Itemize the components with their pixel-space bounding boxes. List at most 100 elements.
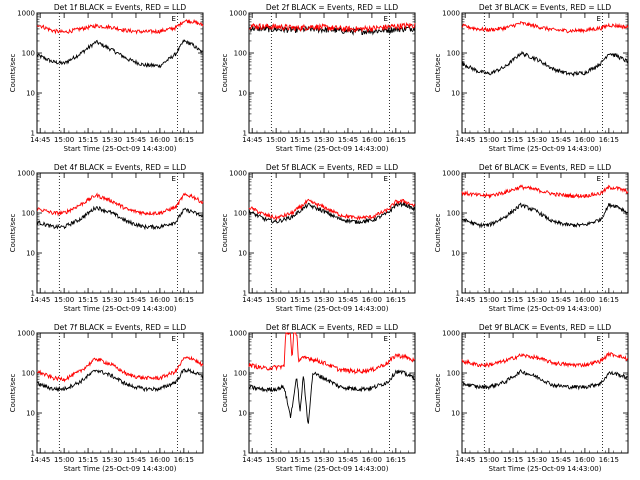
x-tick-label: 15:45	[338, 456, 358, 464]
y-tick-label: 1000	[442, 330, 460, 338]
x-tick-label: 14:45	[30, 296, 50, 304]
x-tick-label: 15:00	[54, 456, 74, 464]
x-tick-label: 16:15	[174, 136, 194, 144]
x-tick-label: 15:00	[479, 296, 499, 304]
y-tick-label: 1000	[17, 170, 35, 178]
x-tick-label: 15:45	[126, 136, 146, 144]
x-tick-label: 15:15	[290, 136, 310, 144]
x-tick-label: 15:30	[527, 456, 547, 464]
lld-series-line	[248, 332, 416, 375]
x-tick-label: 15:15	[503, 136, 523, 144]
detector-panel: Det 6f BLACK = Events, RED = LLD 1 10 100 10…	[434, 163, 629, 313]
plot-frame	[36, 332, 204, 454]
x-tick-label: 16:15	[174, 456, 194, 464]
x-tick-label: 15:30	[314, 136, 334, 144]
x-tick-label: 15:00	[479, 456, 499, 464]
y-tick-label: 1000	[229, 170, 247, 178]
panel-title: Det 9f BLACK = Events, RED = LLD	[479, 323, 612, 332]
x-tick-label: 14:45	[455, 136, 475, 144]
x-tick-label: 16:00	[362, 456, 382, 464]
x-tick-label: 15:30	[102, 296, 122, 304]
x-tick-label: 15:45	[551, 296, 571, 304]
x-tick-label: 15:15	[503, 456, 523, 464]
x-tick-label: 16:00	[575, 136, 595, 144]
y-tick-label: 10	[26, 90, 35, 98]
events-series-line	[248, 25, 416, 36]
x-axis-label: Start Time (25-Oct-09 14:43:00)	[489, 305, 602, 313]
plot-frame	[36, 172, 204, 294]
lld-series-line	[36, 355, 204, 383]
x-tick-label: 16:00	[362, 296, 382, 304]
lld-series-line	[461, 21, 629, 34]
y-tick-label: 1000	[17, 10, 35, 18]
lld-series-line	[248, 21, 416, 33]
y-axis-label: Counts/sec	[434, 214, 442, 253]
y-axis-label: Counts/sec	[434, 374, 442, 413]
y-tick-label: 100	[447, 210, 460, 218]
x-tick-label: 14:45	[242, 296, 262, 304]
y-tick-label: 1	[456, 450, 460, 458]
x-tick-label: 15:00	[266, 136, 286, 144]
x-tick-label: 15:15	[503, 296, 523, 304]
x-tick-label: 16:15	[386, 456, 406, 464]
y-tick-label: 10	[26, 250, 35, 258]
x-tick-label: 14:45	[242, 456, 262, 464]
x-tick-label: 15:30	[527, 296, 547, 304]
x-axis-label: Start Time (25-Oct-09 14:43:00)	[276, 305, 389, 313]
detector-panel: Det 1f BLACK = Events, RED = LLD 1 10 100 10…	[9, 3, 204, 153]
y-tick-label: 10	[451, 410, 460, 418]
events-series-line	[461, 50, 629, 78]
panel-title: Det 7f BLACK = Events, RED = LLD	[54, 323, 187, 332]
x-tick-label: 15:45	[551, 456, 571, 464]
y-tick-label: 1	[456, 130, 460, 138]
x-axis-label: Start Time (25-Oct-09 14:43:00)	[276, 145, 389, 153]
y-axis-label: Counts/sec	[9, 54, 17, 93]
x-axis-label: Start Time (25-Oct-09 14:43:00)	[489, 145, 602, 153]
x-tick-label: 15:00	[479, 136, 499, 144]
x-tick-label: 15:30	[527, 136, 547, 144]
x-tick-label: 15:30	[102, 136, 122, 144]
y-axis-label: Counts/sec	[221, 374, 229, 413]
x-tick-label: 16:00	[575, 456, 595, 464]
x-axis-label: Start Time (25-Oct-09 14:43:00)	[64, 305, 177, 313]
panel-title: Det 6f BLACK = Events, RED = LLD	[479, 163, 612, 172]
y-tick-label: 100	[234, 370, 247, 378]
y-tick-label: 100	[447, 50, 460, 58]
x-tick-label: 15:45	[338, 136, 358, 144]
y-tick-label: 10	[238, 410, 247, 418]
y-axis-label: Counts/sec	[9, 214, 17, 253]
y-tick-label: 1000	[17, 330, 35, 338]
lld-series-line	[36, 18, 204, 35]
x-tick-label: 16:00	[150, 136, 170, 144]
detector-panel: Det 3f BLACK = Events, RED = LLD 1 10 100 10…	[434, 3, 629, 153]
x-tick-label: 16:15	[174, 296, 194, 304]
y-tick-label: 1	[243, 130, 247, 138]
x-tick-label: 16:00	[150, 456, 170, 464]
events-series-line	[248, 201, 416, 225]
detector-panel: Det 9f BLACK = Events, RED = LLD 1 10 100 10…	[434, 323, 629, 473]
y-tick-label: 10	[451, 90, 460, 98]
y-tick-label: 1000	[442, 170, 460, 178]
x-tick-label: 16:00	[575, 296, 595, 304]
x-tick-label: 16:00	[362, 136, 382, 144]
x-tick-label: 15:00	[266, 456, 286, 464]
y-tick-label: 100	[22, 370, 35, 378]
lld-series-line	[461, 351, 629, 369]
y-tick-label: 1	[456, 290, 460, 298]
time-marker-label: E	[383, 335, 387, 343]
y-tick-label: 100	[22, 210, 35, 218]
x-tick-label: 14:45	[30, 136, 50, 144]
time-marker-label: E	[596, 15, 600, 23]
x-axis-label: Start Time (25-Oct-09 14:43:00)	[489, 465, 602, 473]
y-tick-label: 10	[238, 90, 247, 98]
x-tick-label: 14:45	[455, 456, 475, 464]
detector-panel: Det 2f BLACK = Events, RED = LLD 1 10 100 10…	[221, 3, 416, 153]
events-series-line	[36, 205, 203, 231]
y-axis-label: Counts/sec	[221, 214, 229, 253]
x-tick-label: 15:30	[102, 456, 122, 464]
detector-panel: Det 5f BLACK = Events, RED = LLD 1 10 100 10…	[221, 163, 416, 313]
plot-frame	[248, 332, 416, 454]
events-series-line	[36, 367, 204, 393]
y-tick-label: 10	[451, 250, 460, 258]
